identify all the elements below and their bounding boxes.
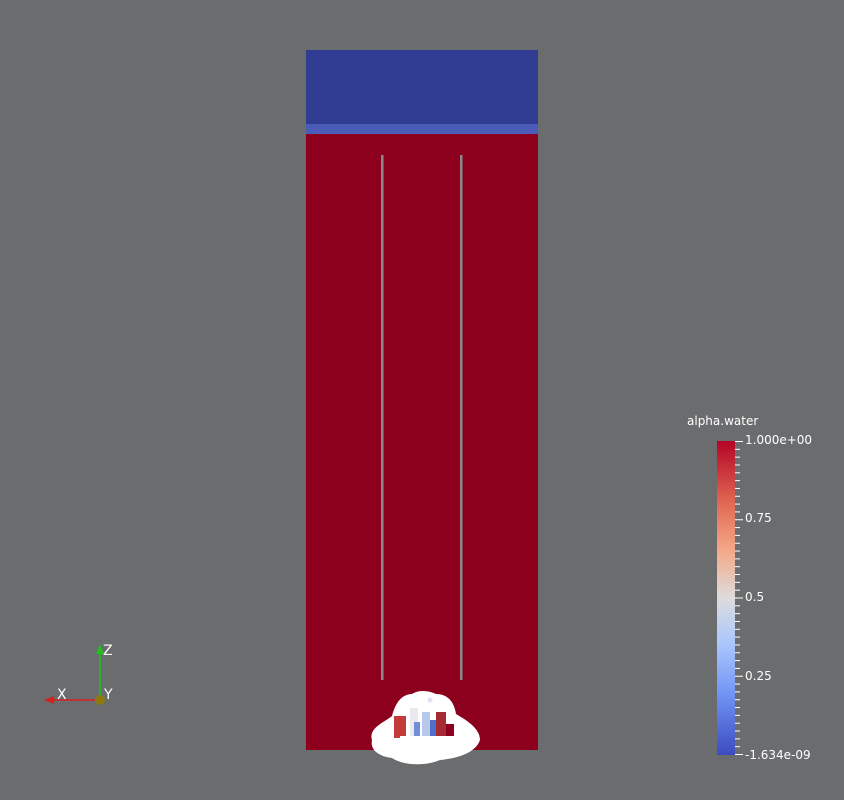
baffle-right [460, 155, 463, 680]
z-axis-arrow [96, 644, 104, 654]
colorbar-label-0-75: 0.75 [745, 511, 772, 525]
colorbar-max-label: 1.000e+00 [745, 433, 813, 447]
colorbar-label-0-25: 0.25 [745, 669, 772, 683]
y-axis-label: Y [104, 687, 113, 703]
orientation-axes [44, 644, 105, 705]
colorbar-min-label: -1.634e-09 [745, 748, 811, 762]
colorbar-label-0-5: 0.5 [745, 590, 765, 604]
water-region [306, 134, 538, 750]
y-axis-dot [95, 695, 105, 705]
x-axis-arrow [44, 696, 54, 704]
z-axis-label: Z [103, 643, 113, 659]
x-axis-label: X [57, 687, 67, 703]
colorbar-title: alpha.water [687, 414, 759, 428]
air-region [306, 50, 538, 125]
interface-band [306, 124, 538, 134]
colorbar-gradient [717, 441, 735, 755]
bubble-plume [371, 691, 480, 765]
baffle-left [381, 155, 384, 680]
colorbar-ticks [735, 441, 743, 755]
